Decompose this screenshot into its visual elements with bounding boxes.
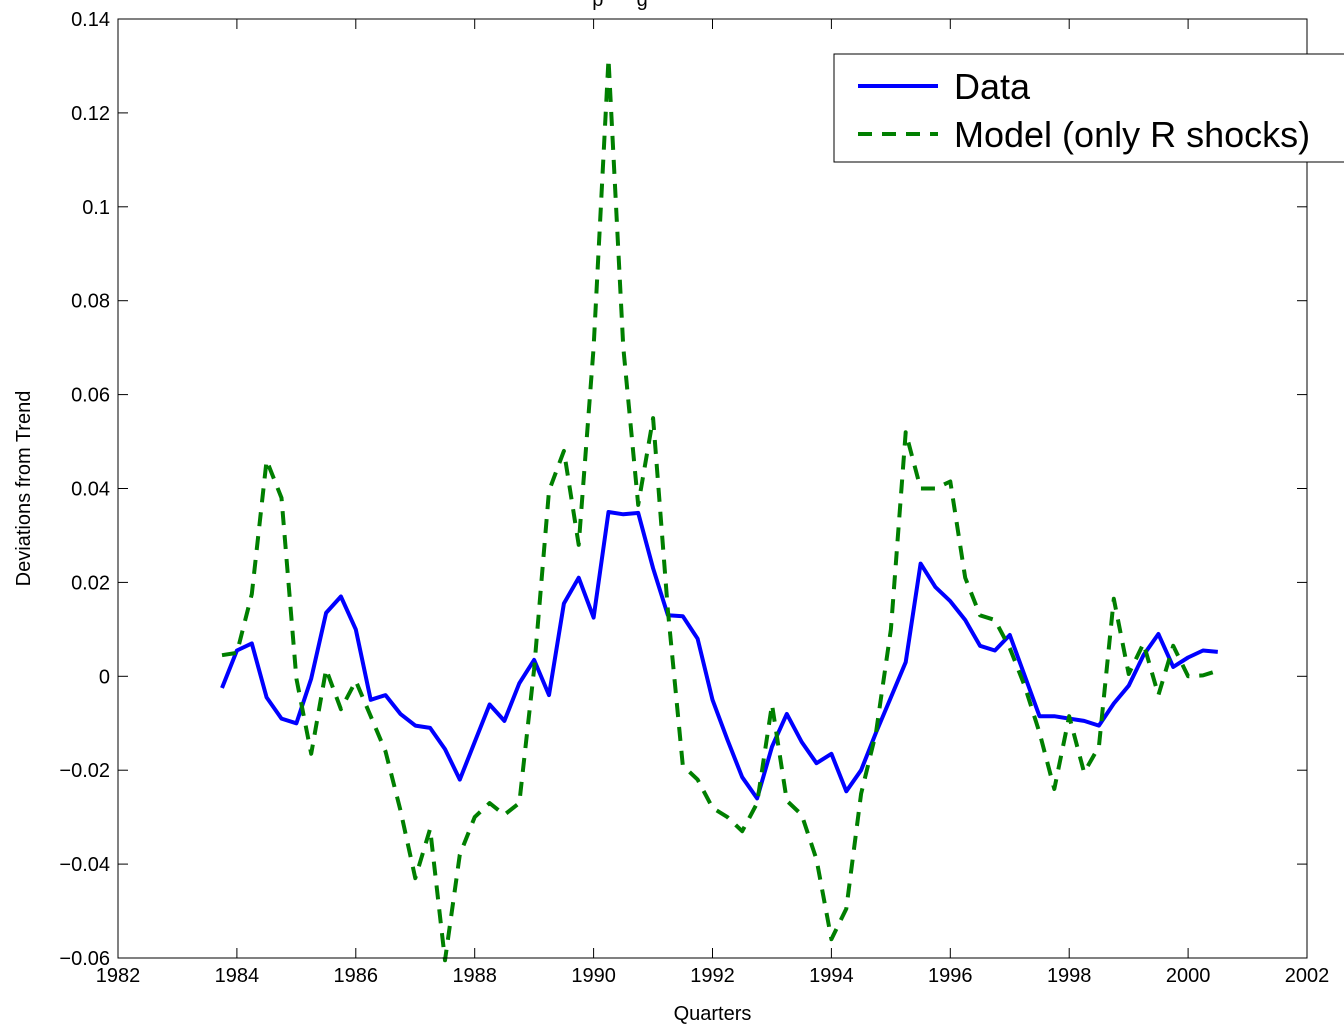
- x-tick-label: 1998: [1047, 965, 1092, 987]
- y-tick-label: −0.02: [59, 760, 110, 782]
- x-tick-label: 2000: [1166, 965, 1211, 987]
- series-line-data: [220, 510, 1218, 801]
- legend-box: [833, 53, 1344, 163]
- x-tick-label: 1990: [571, 965, 616, 987]
- x-tick-label: 1992: [690, 965, 735, 987]
- series-layer: [220, 56, 1219, 963]
- x-tick-label: 1994: [809, 965, 854, 987]
- y-tick-label: 0.14: [71, 9, 110, 31]
- y-tick-label: 0: [99, 666, 110, 688]
- x-tick-label: 1996: [928, 965, 973, 987]
- y-tick-label: 0.12: [71, 103, 110, 125]
- legend: Data Model (only R shocks): [833, 53, 1344, 163]
- x-tick-label: 1982: [96, 965, 141, 987]
- y-axis-title: Deviations from Trend: [13, 391, 35, 587]
- legend-label: Data: [954, 66, 1031, 107]
- y-tick-label: 0.02: [71, 572, 110, 594]
- x-tick-label: 1988: [452, 965, 497, 987]
- x-tick-label: 2002: [1285, 965, 1330, 987]
- y-tick-label: 0.1: [82, 197, 110, 219]
- legend-label: Model (only R shocks): [954, 114, 1310, 155]
- series-line-model-only-r-shocks: [221, 56, 1219, 963]
- ticks-layer: 1982 1984 1986 1988 1990 1992 1994 1996 1998 2000…: [59, 9, 1329, 987]
- y-tick-label: 0.06: [71, 385, 110, 407]
- x-axis-title: Quarters: [674, 1003, 752, 1025]
- y-tick-label: −0.04: [59, 854, 110, 876]
- y-tick-label: −0.06: [59, 948, 110, 970]
- x-tick-label: 1986: [334, 965, 379, 987]
- chart-title-fragment: p g: [592, 0, 648, 11]
- x-tick-label: 1984: [215, 965, 260, 987]
- y-tick-label: 0.04: [71, 479, 110, 501]
- y-tick-label: 0.08: [71, 291, 110, 313]
